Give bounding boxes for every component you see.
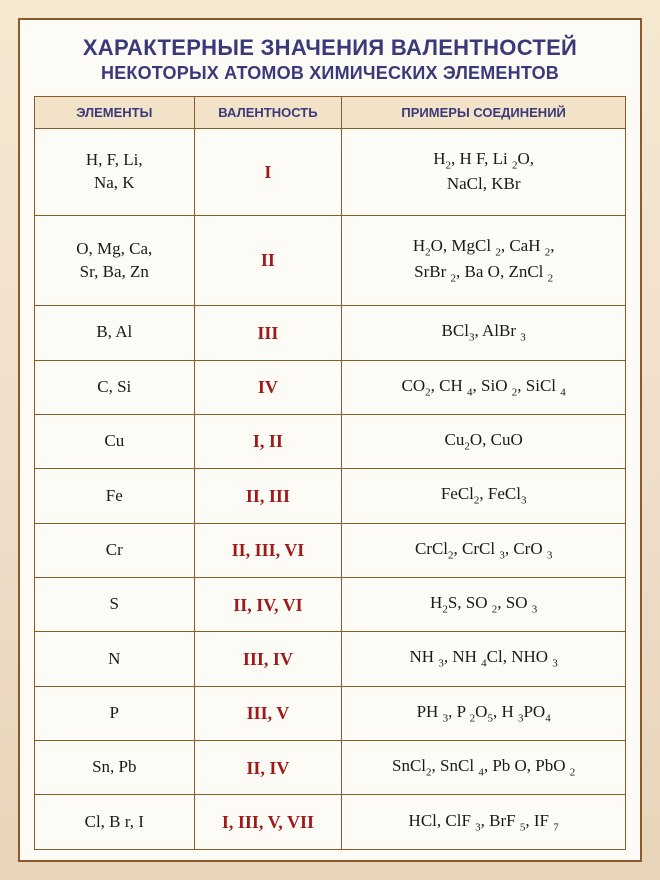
cell-valence: I, II	[194, 414, 342, 468]
valence-table: ЭЛЕМЕНТЫ ВАЛЕНТНОСТЬ ПРИМЕРЫ СОЕДИНЕНИЙ …	[34, 96, 626, 850]
table-body: H, F, Li,Na, KIH2, H F, Li 2O,NaCl, KBrO…	[35, 129, 626, 850]
cell-examples: BCl3, AlBr 3	[342, 306, 626, 360]
cell-elements: N	[35, 632, 195, 686]
cell-examples: Cu2O, CuO	[342, 414, 626, 468]
cell-valence: I, III, V, VII	[194, 795, 342, 850]
table-row: FeII, IIIFeCl2, FeCl3	[35, 469, 626, 523]
table-row: PIII, VPH 3, P 2O5, H 3PO4	[35, 686, 626, 740]
cell-examples: CO2, CH 4, SiO 2, SiCl 4	[342, 360, 626, 414]
table-row: H, F, Li,Na, KIH2, H F, Li 2O,NaCl, KBr	[35, 129, 626, 216]
cell-valence: II, III, VI	[194, 523, 342, 577]
table-row: B, AlIIIBCl3, AlBr 3	[35, 306, 626, 360]
cell-valence: II, IV, VI	[194, 578, 342, 632]
title-line-1: ХАРАКТЕРНЫЕ ЗНАЧЕНИЯ ВАЛЕНТНОСТЕЙ	[34, 34, 626, 62]
table-header-row: ЭЛЕМЕНТЫ ВАЛЕНТНОСТЬ ПРИМЕРЫ СОЕДИНЕНИЙ	[35, 97, 626, 129]
poster-title: ХАРАКТЕРНЫЕ ЗНАЧЕНИЯ ВАЛЕНТНОСТЕЙ НЕКОТО…	[34, 34, 626, 84]
cell-valence: II, IV	[194, 741, 342, 795]
cell-examples: PH 3, P 2O5, H 3PO4	[342, 686, 626, 740]
cell-valence: III, V	[194, 686, 342, 740]
cell-examples: FeCl2, FeCl3	[342, 469, 626, 523]
cell-valence: I	[194, 129, 342, 216]
cell-valence: IV	[194, 360, 342, 414]
cell-elements: O, Mg, Ca,Sr, Ba, Zn	[35, 215, 195, 305]
cell-valence: II	[194, 215, 342, 305]
header-examples: ПРИМЕРЫ СОЕДИНЕНИЙ	[342, 97, 626, 129]
cell-valence: III	[194, 306, 342, 360]
cell-elements: Cu	[35, 414, 195, 468]
table-row: CuI, IICu2O, CuO	[35, 414, 626, 468]
title-line-2: НЕКОТОРЫХ АТОМОВ ХИМИЧЕСКИХ ЭЛЕМЕНТОВ	[34, 62, 626, 85]
cell-elements: B, Al	[35, 306, 195, 360]
cell-elements: Cl, B r, I	[35, 795, 195, 850]
cell-examples: H2, H F, Li 2O,NaCl, KBr	[342, 129, 626, 216]
cell-elements: S	[35, 578, 195, 632]
cell-examples: NH 3, NH 4Cl, NHO 3	[342, 632, 626, 686]
cell-elements: C, Si	[35, 360, 195, 414]
cell-elements: P	[35, 686, 195, 740]
cell-elements: Cr	[35, 523, 195, 577]
poster-frame: ХАРАКТЕРНЫЕ ЗНАЧЕНИЯ ВАЛЕНТНОСТЕЙ НЕКОТО…	[18, 18, 642, 862]
table-row: NIII, IVNH 3, NH 4Cl, NHO 3	[35, 632, 626, 686]
table-row: C, SiIVCO2, CH 4, SiO 2, SiCl 4	[35, 360, 626, 414]
header-valence: ВАЛЕНТНОСТЬ	[194, 97, 342, 129]
cell-elements: Sn, Pb	[35, 741, 195, 795]
cell-elements: Fe	[35, 469, 195, 523]
cell-elements: H, F, Li,Na, K	[35, 129, 195, 216]
cell-examples: SnCl2, SnCl 4, Pb O, PbO 2	[342, 741, 626, 795]
cell-examples: HCl, ClF 3, BrF 5, IF 7	[342, 795, 626, 850]
cell-valence: II, III	[194, 469, 342, 523]
header-elements: ЭЛЕМЕНТЫ	[35, 97, 195, 129]
table-row: O, Mg, Ca,Sr, Ba, ZnIIH2O, MgCl 2, CaH 2…	[35, 215, 626, 305]
table-row: SII, IV, VIH2S, SO 2, SO 3	[35, 578, 626, 632]
table-row: Sn, PbII, IVSnCl2, SnCl 4, Pb O, PbO 2	[35, 741, 626, 795]
table-row: Cl, B r, II, III, V, VIIHCl, ClF 3, BrF …	[35, 795, 626, 850]
cell-examples: CrCl2, CrCl 3, CrO 3	[342, 523, 626, 577]
table-row: CrII, III, VICrCl2, CrCl 3, CrO 3	[35, 523, 626, 577]
cell-examples: H2S, SO 2, SO 3	[342, 578, 626, 632]
cell-valence: III, IV	[194, 632, 342, 686]
cell-examples: H2O, MgCl 2, CaH 2,SrBr 2, Ba O, ZnCl 2	[342, 215, 626, 305]
